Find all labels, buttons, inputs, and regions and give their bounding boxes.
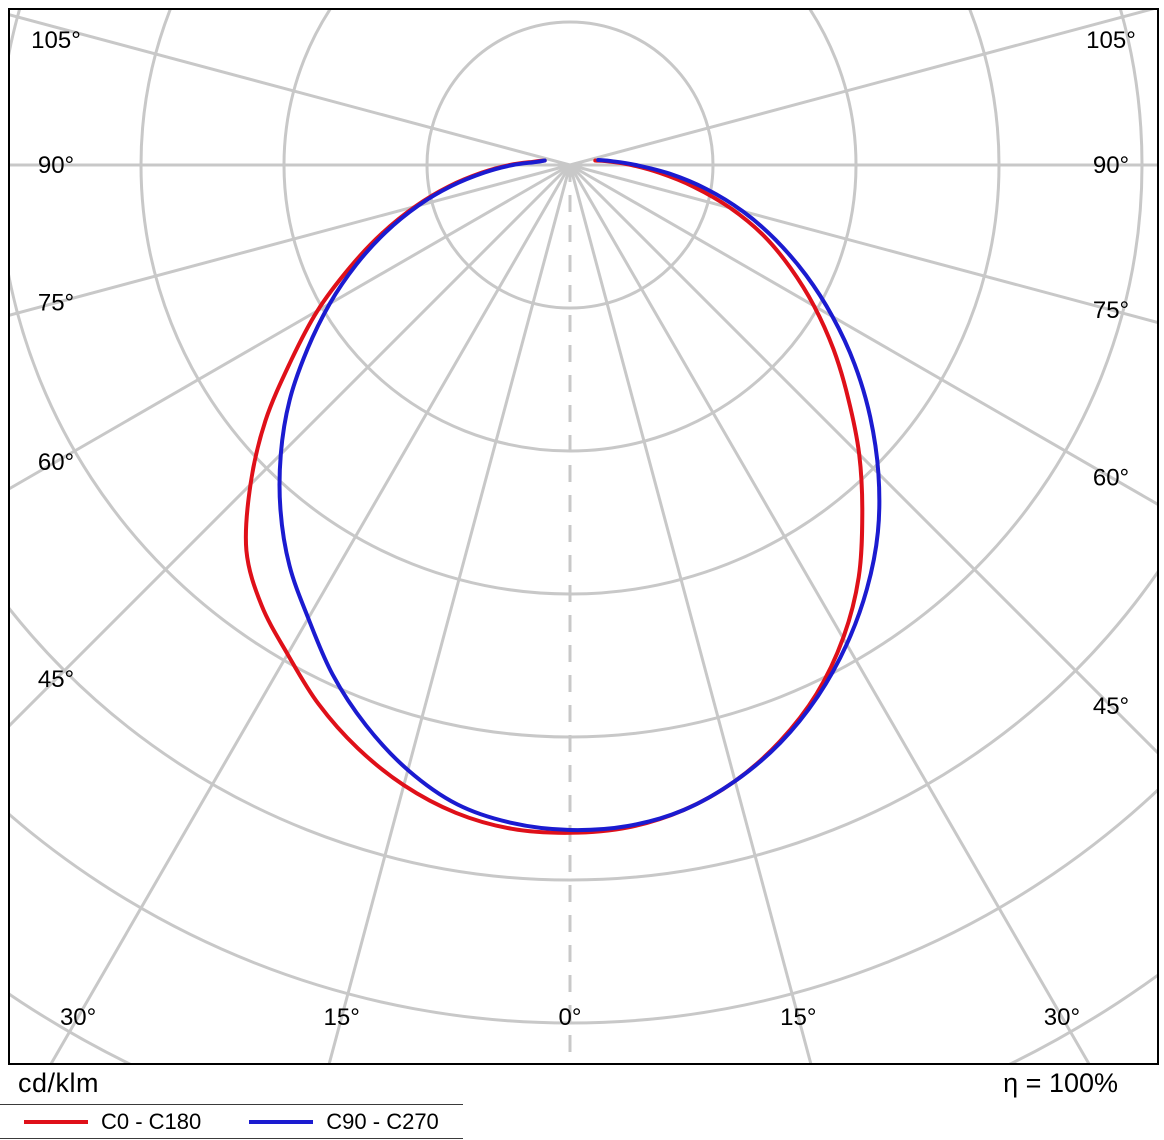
- grid-radial-line: [569, 163, 1157, 506]
- angle-label: 105°: [1086, 27, 1136, 54]
- grid-radial-line: [568, 163, 1157, 755]
- grid-radial-line: [568, 164, 1091, 1063]
- legend-divider-top: [0, 1104, 463, 1105]
- grid-radial-line: [10, 163, 572, 728]
- angle-label: 90°: [38, 152, 74, 179]
- angle-label: 15°: [780, 1004, 816, 1031]
- angle-label: 60°: [38, 449, 74, 476]
- grid-radial-line: [10, 163, 571, 491]
- polar-plot-area: 105° 90° 75° 60° 45° 30° 15° 0° 15° 30° 45° 60° 75° 9…: [8, 8, 1159, 1065]
- grid-radial-line: [49, 164, 572, 1063]
- angle-label: 90°: [1093, 152, 1129, 179]
- grid-radial-line: [568, 164, 813, 1063]
- angle-label: 15°: [324, 1004, 360, 1031]
- efficiency-label: η = 100%: [1003, 1068, 1118, 1098]
- c0-c180-curve: [243, 158, 865, 835]
- grid-ring: [10, 570, 1157, 882]
- angle-label: 30°: [60, 1004, 96, 1031]
- grid-radial-line: [10, 13, 571, 167]
- grid-ring: [10, 10, 1144, 739]
- polar-grid-and-curves: 105° 90° 75° 60° 45° 30° 15° 0° 15° 30° 45° 60° 75° 9…: [10, 10, 1157, 1063]
- grid-radial-line: [10, 163, 571, 317]
- c0-c180-label: C0 - C180: [101, 1108, 202, 1134]
- grid-radial-line: [569, 10, 1155, 167]
- angle-label: 45°: [1093, 693, 1129, 720]
- angle-label: 75°: [1093, 297, 1129, 324]
- angle-label: 105°: [31, 27, 81, 54]
- angle-label: 0°: [559, 1004, 582, 1031]
- angle-label: 45°: [38, 666, 74, 693]
- c90-c270-line-swatch: [249, 1119, 314, 1124]
- angle-label: 75°: [38, 290, 74, 317]
- angle-label: 30°: [1044, 1004, 1080, 1031]
- angle-label: 60°: [1093, 464, 1129, 491]
- legend-divider-bottom: [0, 1138, 463, 1139]
- legend: C0 - C180 C90 - C270: [0, 1105, 620, 1138]
- grid-radial-line: [327, 164, 572, 1063]
- grid-radial-line: [569, 163, 1157, 324]
- c0-c180-line-swatch: [24, 1119, 88, 1124]
- grid-ring: [10, 788, 1157, 1025]
- c90-c270-label: C90 - C270: [326, 1108, 439, 1134]
- c90-c270-curve: [277, 158, 882, 833]
- unit-label: cd/klm: [18, 1068, 100, 1098]
